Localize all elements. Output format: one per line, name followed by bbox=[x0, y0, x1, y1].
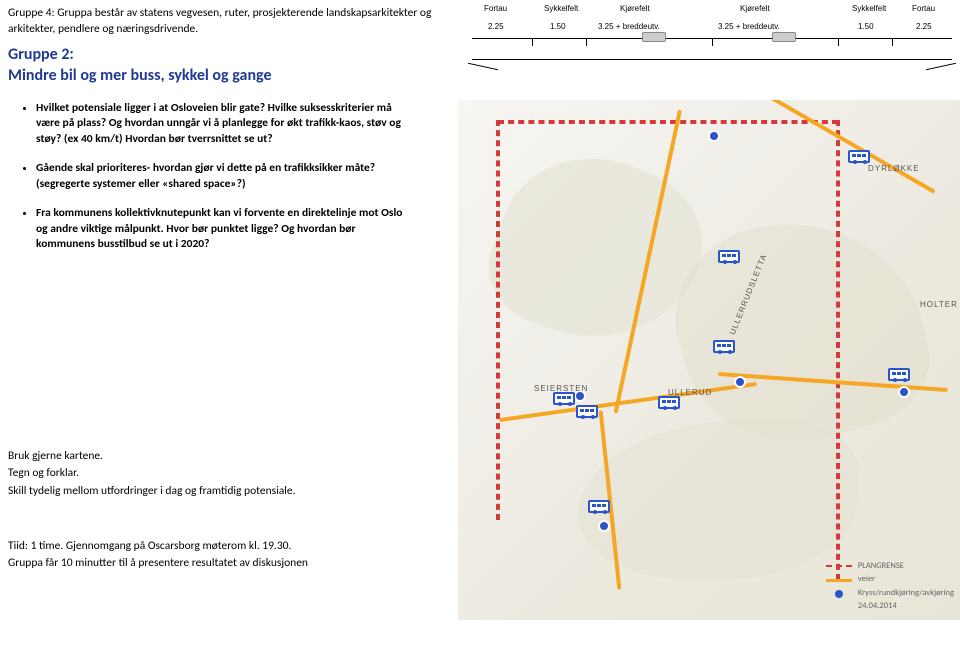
legend-dot-icon bbox=[835, 590, 843, 598]
intersection-node bbox=[734, 376, 746, 388]
lane-divider bbox=[892, 38, 893, 46]
map-terrain bbox=[578, 420, 858, 580]
car-icon bbox=[772, 32, 796, 42]
map-legend: PLANGRENSE veier Kryss/rundkjøring/avkjø… bbox=[826, 560, 954, 614]
place-seiersten: SEIERSTEN bbox=[534, 384, 588, 393]
intersection-node bbox=[708, 130, 720, 142]
legend-veier-label: veier bbox=[858, 573, 875, 587]
place-ullerud: ULLERUD bbox=[668, 388, 712, 397]
lane-label-4: Sykkelfelt bbox=[852, 4, 886, 13]
lane-width-0: 2.25 bbox=[488, 22, 504, 31]
question-list: Hvilket potensiale ligger i at Osloveien… bbox=[8, 101, 448, 253]
legend-plangrense-label: PLANGRENSE bbox=[858, 560, 904, 574]
bus-stop-icon bbox=[576, 405, 598, 418]
text-column: Gruppe 4: Gruppa består av statens vegve… bbox=[8, 6, 448, 267]
intersection-node bbox=[598, 520, 610, 532]
instructions-block: Bruk gjerne kartene. Tegn og forklar. Sk… bbox=[8, 448, 448, 500]
timing-l1: Tiid: 1 time. Gjennomgang på Oscarsborg … bbox=[8, 538, 448, 555]
lane-width-3: 3.25 + breddeutv. bbox=[718, 22, 780, 31]
car-icon bbox=[642, 32, 666, 42]
lane-divider bbox=[712, 38, 713, 46]
legend-plangrense: PLANGRENSE bbox=[826, 560, 954, 574]
title-line1: Gruppe 2: bbox=[8, 45, 74, 64]
gruppe4-intro: Gruppe 4: Gruppa består av statens vegve… bbox=[8, 6, 448, 37]
bus-stop-icon bbox=[713, 340, 735, 353]
instr-l2: Tegn og forklar. bbox=[8, 465, 448, 482]
legend-date-label: 24.04.2014 bbox=[858, 600, 897, 614]
bus-stop-icon bbox=[718, 250, 740, 263]
instr-l3: Skill tydelig mellom utfordringer i dag … bbox=[8, 483, 448, 500]
lane-width-2: 3.25 + breddeutv. bbox=[598, 22, 660, 31]
bus-stop-icon bbox=[553, 392, 575, 405]
lane-width-4: 1.50 bbox=[858, 22, 874, 31]
legend-kryss-label: Kryss/rundkjøring/avkjøring bbox=[858, 587, 954, 601]
intersection-node bbox=[898, 386, 910, 398]
legend-veier: veier bbox=[826, 573, 954, 587]
lane-label-1: Sykkelfelt bbox=[544, 4, 578, 13]
title-line2: Mindre bil og mer buss, sykkel og gange bbox=[8, 66, 272, 85]
plan-boundary bbox=[836, 120, 840, 580]
plan-boundary bbox=[496, 120, 500, 520]
lane-label-5: Fortau bbox=[912, 4, 935, 13]
bus-stop-icon bbox=[588, 500, 610, 513]
area-map: DYRLØKKE HOLTER ULLERUD SEIERSTEN ULLERR… bbox=[458, 100, 960, 620]
bus-stop-icon bbox=[658, 396, 680, 409]
instr-l1: Bruk gjerne kartene. bbox=[8, 448, 448, 465]
bus-stop-icon bbox=[848, 150, 870, 163]
timing-block: Tiid: 1 time. Gjennomgang på Oscarsborg … bbox=[8, 538, 448, 573]
bullet-1: Hvilket potensiale ligger i at Osloveien… bbox=[36, 101, 448, 148]
section-title: Gruppe 2: Mindre bil og mer buss, sykkel… bbox=[8, 45, 448, 87]
bullet-3: Fra kommunens kollektivknutepunkt kan vi… bbox=[36, 206, 448, 253]
lane-divider bbox=[586, 38, 587, 46]
lane-width-5: 2.25 bbox=[916, 22, 932, 31]
lane-divider bbox=[838, 38, 839, 46]
legend-kryss: Kryss/rundkjøring/avkjøring bbox=[826, 587, 954, 601]
lane-label-0: Fortau bbox=[484, 4, 507, 13]
timing-l2: Gruppa får 10 minutter til å presentere … bbox=[8, 555, 448, 572]
lane-divider bbox=[532, 38, 533, 46]
lane-width-1: 1.50 bbox=[550, 22, 566, 31]
road-cross-section-diagram: Fortau Sykkelfelt Kjørefelt Kjørefelt Sy… bbox=[472, 4, 952, 94]
bullet-2: Gående skal prioriteres- hvordan gjør vi… bbox=[36, 161, 448, 192]
lane-label-2: Kjørefelt bbox=[620, 4, 650, 13]
legend-date: 24.04.2014 bbox=[826, 600, 954, 614]
legend-solid-icon bbox=[826, 579, 852, 582]
legend-dash-icon bbox=[826, 565, 852, 567]
place-holter: HOLTER bbox=[920, 300, 958, 309]
plan-boundary bbox=[498, 120, 838, 124]
road bbox=[760, 100, 935, 194]
lane-label-3: Kjørefelt bbox=[740, 4, 770, 13]
place-dyrlokke: DYRLØKKE bbox=[868, 164, 920, 173]
bus-stop-icon bbox=[888, 368, 910, 381]
